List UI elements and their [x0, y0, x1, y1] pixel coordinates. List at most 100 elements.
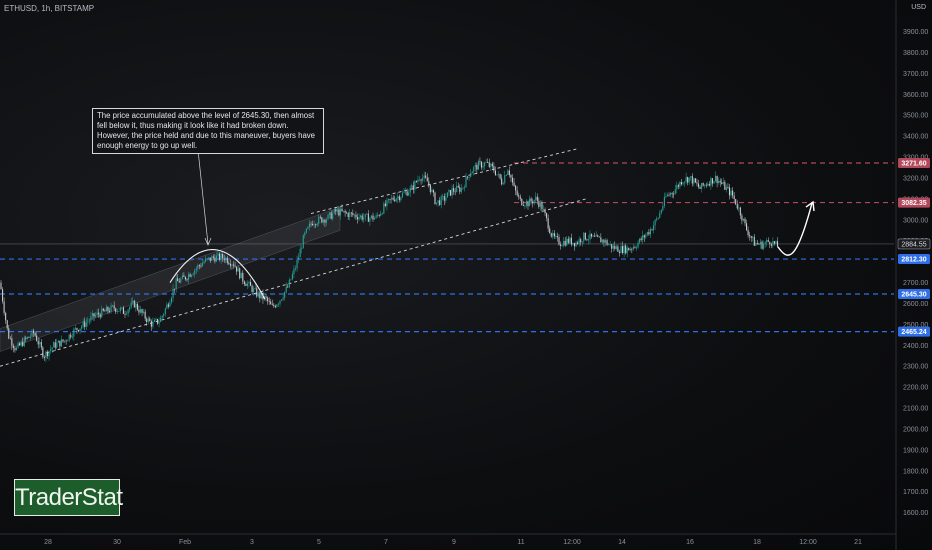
candle-body: [457, 186, 459, 188]
candle-body: [460, 188, 462, 192]
candle-body: [440, 196, 442, 205]
candle-body: [603, 239, 605, 243]
candle-body: [17, 343, 19, 348]
candle-body: [95, 314, 97, 317]
candle-body: [25, 337, 27, 339]
candle-body: [547, 218, 549, 229]
candle-body: [608, 244, 610, 246]
candle-body: [746, 223, 748, 231]
candle-body: [77, 329, 80, 332]
traderstat-logo: TraderStat: [14, 479, 123, 516]
candle-body: [728, 187, 731, 196]
candle-body: [626, 247, 628, 254]
x-tick-label: 21: [854, 539, 862, 546]
candle-body: [270, 301, 272, 305]
candle-body: [725, 187, 727, 190]
candle-body: [65, 340, 67, 342]
candle-body: [550, 233, 552, 237]
candle-body: [352, 213, 354, 215]
candle-body: [183, 275, 185, 277]
candle-body: [730, 190, 732, 196]
candle-body: [736, 204, 738, 209]
candle-body: [409, 187, 411, 193]
candle-body: [584, 232, 586, 240]
candle-body: [178, 281, 180, 283]
candle-body: [563, 240, 565, 246]
candle-body: [9, 338, 11, 340]
candle-body: [691, 176, 693, 184]
candle-body: [750, 236, 752, 238]
analysis-note[interactable]: The price accumulated above the level of…: [92, 108, 324, 154]
candle-body: [414, 181, 416, 190]
candle-body: [443, 196, 445, 201]
candle-body: [115, 308, 117, 312]
candle-body: [259, 292, 261, 299]
candle-body: [697, 183, 700, 187]
candle-body: [276, 304, 278, 308]
candle-body: [325, 219, 328, 223]
candle-body: [677, 185, 679, 187]
candle-body: [203, 261, 205, 264]
candle-body: [716, 175, 718, 183]
candle-body: [60, 339, 62, 347]
candle-body: [14, 347, 16, 351]
candle-body: [166, 304, 168, 309]
candle-body: [577, 242, 579, 244]
candle-body: [108, 311, 111, 312]
candle-body: [110, 305, 112, 312]
candle-body: [225, 257, 227, 261]
candle-body: [366, 213, 368, 215]
candle-body: [383, 203, 385, 214]
note-pointer-arrow: [204, 237, 212, 246]
candle-body: [614, 245, 616, 249]
candle-body: [653, 225, 655, 231]
projection-arrowhead: [805, 200, 815, 212]
candle-body: [711, 178, 713, 184]
candle-body: [184, 276, 186, 280]
candle-body: [541, 202, 543, 210]
candle-body: [639, 238, 641, 243]
x-tick-label: 12:00: [799, 539, 817, 546]
candle-body: [195, 268, 197, 271]
candle-body: [136, 303, 138, 310]
candle-body: [609, 244, 611, 245]
candle-body: [186, 279, 188, 281]
x-tick-label: 3: [250, 539, 254, 546]
candle-body: [206, 258, 208, 260]
candle-body: [369, 217, 371, 222]
candle-body: [670, 192, 672, 195]
candle-body: [374, 217, 376, 220]
candle-body: [250, 281, 252, 286]
x-tick-label: Feb: [179, 539, 191, 546]
candle-body: [5, 312, 7, 321]
candle-body: [721, 182, 723, 184]
candle-body: [470, 173, 472, 177]
candle-body: [773, 241, 775, 244]
candle-body: [282, 297, 284, 300]
candle-body: [293, 268, 295, 275]
candle-body: [192, 273, 194, 275]
candle-body: [307, 226, 309, 229]
candle-body: [42, 347, 44, 358]
x-tick-label: 5: [317, 539, 321, 546]
x-tick-label: 9: [452, 539, 456, 546]
candle-body: [155, 319, 157, 321]
candle-body: [694, 178, 696, 183]
candle-body: [194, 270, 196, 274]
channel-upper-line: [310, 148, 579, 214]
candle-body: [504, 175, 506, 184]
candle-body: [477, 161, 479, 170]
candle-body: [363, 217, 365, 220]
candle-body: [688, 177, 690, 183]
candle-body: [139, 309, 142, 313]
candle-body: [8, 328, 10, 339]
candle-body: [763, 244, 765, 249]
x-tick-label: 16: [686, 539, 694, 546]
candle-body: [411, 185, 413, 188]
candle-body: [560, 244, 562, 246]
candle-body: [507, 170, 509, 175]
candle-body: [172, 288, 174, 298]
candle-body: [122, 307, 124, 314]
